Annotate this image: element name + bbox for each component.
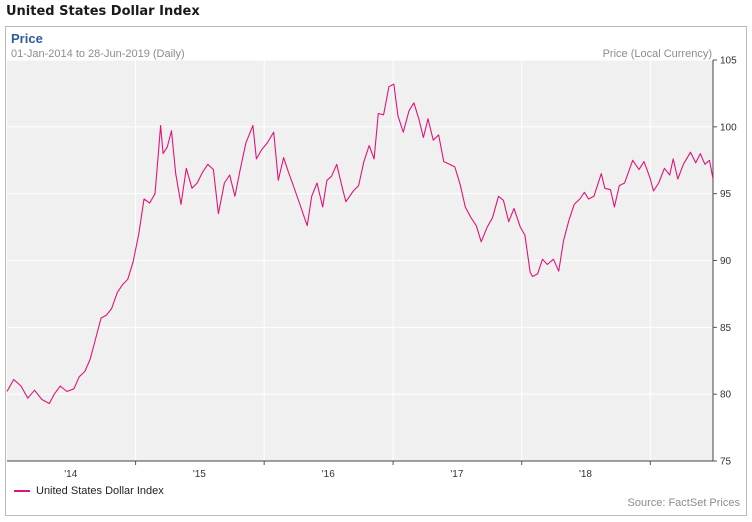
legend: United States Dollar Index xyxy=(14,485,164,497)
x-tick-label: '15 xyxy=(193,469,206,480)
x-tick-label: '18 xyxy=(579,469,592,480)
series-line xyxy=(6,83,714,405)
source-note: Source: FactSet Prices xyxy=(627,497,741,509)
y-tick-label: 100 xyxy=(720,122,737,133)
x-tick-label: '16 xyxy=(322,469,335,480)
x-tick-label: '14 xyxy=(64,469,77,480)
chart-title: Price xyxy=(11,31,43,46)
y-tick-label: 90 xyxy=(720,256,732,267)
y-tick-label: 85 xyxy=(720,323,732,334)
axes xyxy=(7,59,717,465)
y-tick-label: 80 xyxy=(720,390,732,401)
y-tick-labels: 75 80 85 90 95 100 105 xyxy=(720,56,737,468)
y-tick-label: 105 xyxy=(720,56,737,67)
y-tick-label: 75 xyxy=(720,457,732,468)
y-axis-label: Price (Local Currency) xyxy=(602,48,712,60)
y-tick-label: 95 xyxy=(720,189,732,200)
legend-label: United States Dollar Index xyxy=(36,485,164,497)
x-tick-labels: '14 '15 '16 '17 '18 xyxy=(64,469,592,480)
price-chart: 75 80 85 90 95 100 105 '14 '15 '16 '17 '18 xyxy=(6,56,737,480)
chart-panel: Price 01-Jan-2014 to 28-Jun-2019 (Daily)… xyxy=(5,26,747,516)
page-title: United States Dollar Index xyxy=(6,4,200,19)
x-tick-label: '17 xyxy=(450,469,463,480)
series-layer xyxy=(6,83,714,405)
chart-subtitle: 01-Jan-2014 to 28-Jun-2019 (Daily) xyxy=(11,48,185,60)
legend-swatch xyxy=(14,490,30,492)
